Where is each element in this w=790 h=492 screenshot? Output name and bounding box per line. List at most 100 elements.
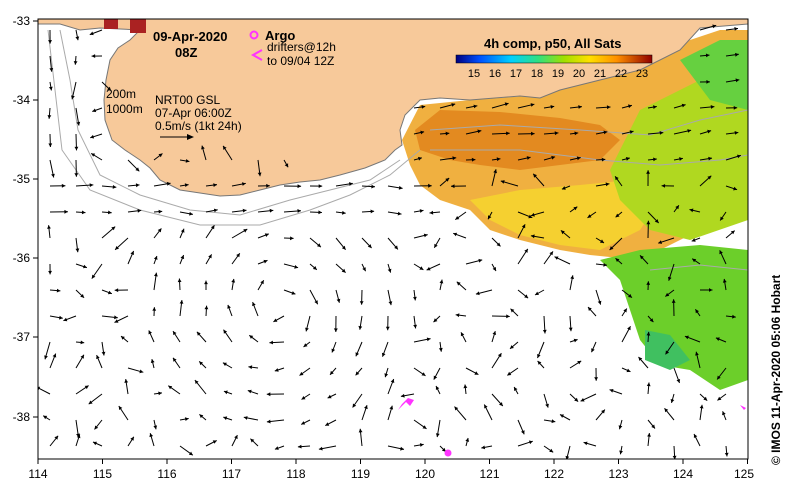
current-arrow-head <box>248 365 253 370</box>
current-arrow-head <box>594 377 598 381</box>
current-arrow-head <box>201 145 205 150</box>
isobath-1000-label: 1000m <box>106 102 143 116</box>
current-arrow-head <box>48 270 52 275</box>
current-arrow-head <box>435 433 440 438</box>
current-arrow-head <box>649 318 654 323</box>
current-arrow-head <box>422 425 427 429</box>
cb-tick-19: 19 <box>552 68 564 80</box>
current-arrow-head <box>48 40 52 44</box>
current-arrow-head <box>549 448 554 453</box>
scale-arrow <box>160 134 194 140</box>
current-arrow-head <box>294 265 299 269</box>
current-arrow-head <box>481 445 486 450</box>
current-arrow-head <box>623 308 627 313</box>
current-arrow-head <box>560 230 565 235</box>
current-arrow-head <box>318 446 323 451</box>
current-arrow-head <box>676 379 681 383</box>
current-arrow-head <box>362 267 366 272</box>
current-arrow-head <box>318 184 323 188</box>
current-arrow-head <box>76 434 81 439</box>
current-arrow-head <box>675 205 679 210</box>
current-arrow-head <box>96 355 100 360</box>
current-arrow-head <box>719 250 723 255</box>
current-arrow-head <box>578 105 582 109</box>
current-arrow-head <box>301 421 306 425</box>
current-arrow-head <box>658 240 663 244</box>
current-arrow-head <box>601 157 606 162</box>
current-arrow-head <box>428 183 432 188</box>
current-arrow-head <box>418 156 422 161</box>
current-arrow-head <box>204 305 209 310</box>
current-arrow-head <box>627 326 631 331</box>
current-arrow-head <box>297 184 302 189</box>
lat-tick-33: -33 <box>13 14 31 28</box>
current-arrow-head <box>249 335 254 339</box>
current-arrow-head <box>653 105 657 109</box>
current-arrow-head <box>135 183 140 188</box>
current-arrow-head <box>434 243 438 248</box>
current-arrow-head <box>530 103 535 107</box>
current-arrow-head <box>712 24 717 29</box>
current-arrow-head <box>49 68 54 72</box>
current-arrow-head <box>208 254 212 259</box>
current-arrow-head <box>463 384 468 389</box>
current-arrow-head <box>266 392 271 397</box>
current-arrow-head <box>722 278 727 283</box>
current-arrow-head <box>359 301 364 305</box>
current-arrow-head <box>367 244 372 248</box>
current-arrow-head <box>148 330 152 335</box>
current-arrow-head <box>510 345 514 349</box>
current-arrow-head <box>734 27 738 31</box>
current-arrow-head <box>301 396 306 400</box>
lat-tick-38: -38 <box>13 410 31 424</box>
current-arrow-head <box>158 209 163 214</box>
current-arrow-head <box>691 238 696 242</box>
current-arrow-head <box>445 178 450 182</box>
current-arrow-head <box>188 451 193 456</box>
current-arrow-head <box>626 368 631 373</box>
current-arrow-head <box>371 184 375 189</box>
current-arrow-head <box>420 130 425 135</box>
current-arrow-head <box>303 343 308 347</box>
current-arrow-head <box>56 288 61 293</box>
current-arrow-head <box>435 386 440 390</box>
current-arrow-head <box>358 428 363 433</box>
current-arrow-head <box>387 268 392 273</box>
drifter-track <box>398 398 746 410</box>
cb-tick-15: 15 <box>468 68 480 80</box>
current-arrow-head <box>606 105 611 110</box>
current-arrow-head <box>118 406 123 410</box>
cb-tick-20: 20 <box>573 68 585 80</box>
current-arrow-head <box>273 318 278 322</box>
current-arrow-head <box>471 157 476 162</box>
current-arrow-head <box>474 371 479 375</box>
current-arrow-head <box>130 436 134 441</box>
current-arrow-head <box>530 234 535 239</box>
current-arrow-head <box>565 455 570 459</box>
current-arrow-head <box>330 370 334 375</box>
current-arrow-head <box>341 245 346 250</box>
current-arrow-head <box>619 450 623 455</box>
current-arrow-head <box>394 245 398 250</box>
current-arrow-head <box>661 184 666 188</box>
current-arrow-head <box>199 361 203 366</box>
current-arrow-head <box>537 361 542 365</box>
current-arrow-head <box>646 281 651 285</box>
current-arrow-head <box>370 209 375 214</box>
current-arrow-head <box>551 419 556 424</box>
current-arrow-head <box>681 103 686 108</box>
sst-hot-patch <box>104 19 118 29</box>
lon-tick-117: 117 <box>222 467 241 481</box>
current-arrow-head <box>421 372 426 376</box>
current-arrow-head <box>94 425 99 430</box>
current-arrow-head <box>91 54 96 58</box>
current-arrow-head <box>628 293 632 298</box>
current-arrow-head <box>327 394 332 399</box>
current-arrow-head <box>139 369 144 374</box>
current-arrow-head <box>231 278 236 283</box>
current-arrow-head <box>194 380 199 384</box>
current-arrow-head <box>451 184 455 189</box>
current-arrow-head <box>521 224 526 229</box>
lat-tick-35: -35 <box>13 172 31 186</box>
current-arrow-head <box>264 233 269 237</box>
